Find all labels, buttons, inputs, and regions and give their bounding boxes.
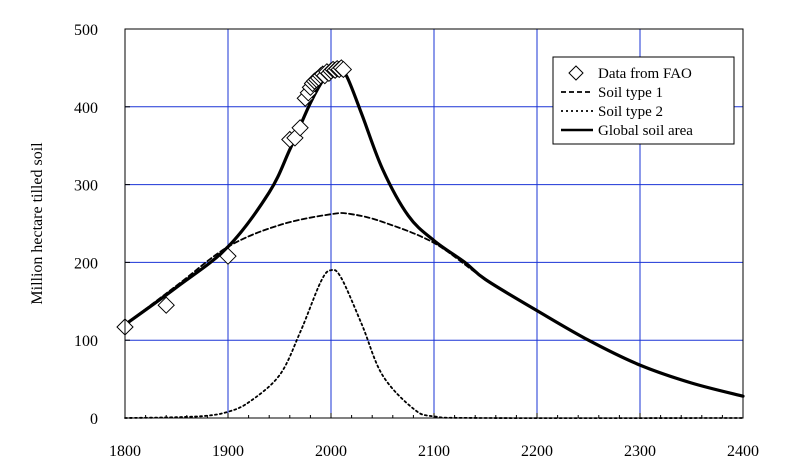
data-point-fao [291,119,309,137]
legend: Data from FAO Soil type 1 Soil type 2 Globa… [552,56,735,145]
series-layer [123,64,745,420]
data-point-fao [157,296,175,314]
legend-label: Soil type 1 [598,85,663,101]
x-tick-label: 2100 [418,443,450,460]
data-point-fao [219,247,237,265]
y-axis-title: Million hectare tilled soil [29,142,46,305]
legend-swatch-marker [568,65,584,81]
x-tick-label: 1800 [109,443,141,460]
legend-label: Data from FAO [598,66,692,82]
legend-label: Global soil area [598,123,693,139]
x-tick-label: 2000 [315,443,347,460]
series-line-global-soil-area [123,64,745,398]
data-point-fao [334,60,353,79]
y-tick-label: 100 [74,333,98,350]
legend-box [552,56,735,145]
markers-layer [116,59,353,336]
x-tick-label: 2300 [624,443,656,460]
ticks: 1800 1900 2000 2100 2200 2300 2400 0 100 200 300 40… [74,22,759,460]
y-tick-label: 200 [74,255,98,272]
y-tick-label: 300 [74,178,98,195]
y-tick-label: 500 [74,22,98,39]
series-line-soil-type-2 [124,268,744,420]
x-tick-label: 2400 [727,443,759,460]
x-tick-label: 2200 [521,443,553,460]
legend-label: Soil type 2 [598,104,663,120]
y-tick-label: 0 [90,411,98,428]
x-tick-label: 1900 [212,443,244,460]
y-tick-label: 400 [74,100,98,117]
